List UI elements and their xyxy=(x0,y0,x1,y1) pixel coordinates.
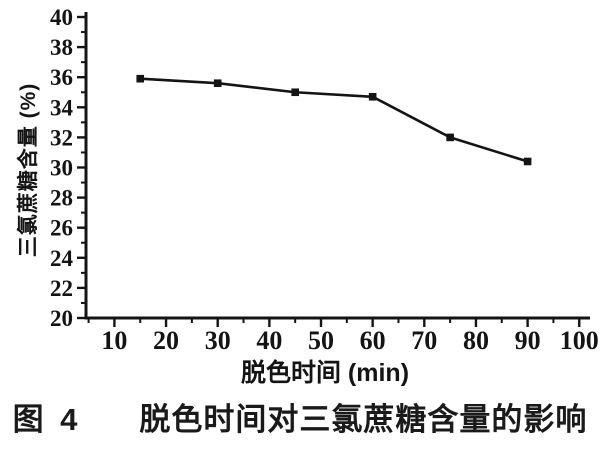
figure-caption: 图 4 脱色时间对三氯蔗糖含量的影响 xyxy=(0,394,600,439)
y-tick-label: 22 xyxy=(50,276,73,301)
x-tick-label: 90 xyxy=(515,326,541,355)
y-tick-label: 26 xyxy=(50,216,73,241)
y-tick-label: 24 xyxy=(50,246,74,271)
y-tick-label: 32 xyxy=(50,125,73,150)
y-tick-label: 36 xyxy=(50,65,73,90)
y-tick-label: 34 xyxy=(50,95,74,120)
data-point-marker xyxy=(446,133,454,142)
x-tick-label: 100 xyxy=(560,326,599,355)
y-tick-label: 38 xyxy=(50,35,73,60)
x-tick-label: 50 xyxy=(308,326,334,355)
data-point-marker xyxy=(368,92,377,101)
y-axis-label: 三氯蔗糖含量 (%) xyxy=(17,82,40,258)
data-point-marker xyxy=(291,88,299,97)
x-tick-label: 70 xyxy=(411,326,437,355)
data-point-marker xyxy=(213,79,222,88)
x-tick-label: 20 xyxy=(153,326,179,355)
figure-caption-title: 脱色时间对三氯蔗糖含量的影响 xyxy=(139,402,588,437)
x-tick-label: 80 xyxy=(463,326,489,355)
data-line xyxy=(138,77,529,163)
x-tick-label: 40 xyxy=(256,326,282,355)
y-tick-label: 28 xyxy=(50,186,73,211)
y-tick-label: 40 xyxy=(50,5,73,30)
x-tick-label: 10 xyxy=(101,326,127,355)
data-point-marker xyxy=(136,74,145,83)
y-tick-label: 30 xyxy=(50,156,73,181)
figure-caption-number: 图 4 xyxy=(12,402,82,437)
data-point-marker xyxy=(523,157,532,166)
x-tick-label: 30 xyxy=(205,326,231,355)
x-axis-label: 脱色时间 (min) xyxy=(240,359,410,387)
x-tick-label: 60 xyxy=(360,326,386,355)
y-tick-label: 20 xyxy=(50,306,73,331)
